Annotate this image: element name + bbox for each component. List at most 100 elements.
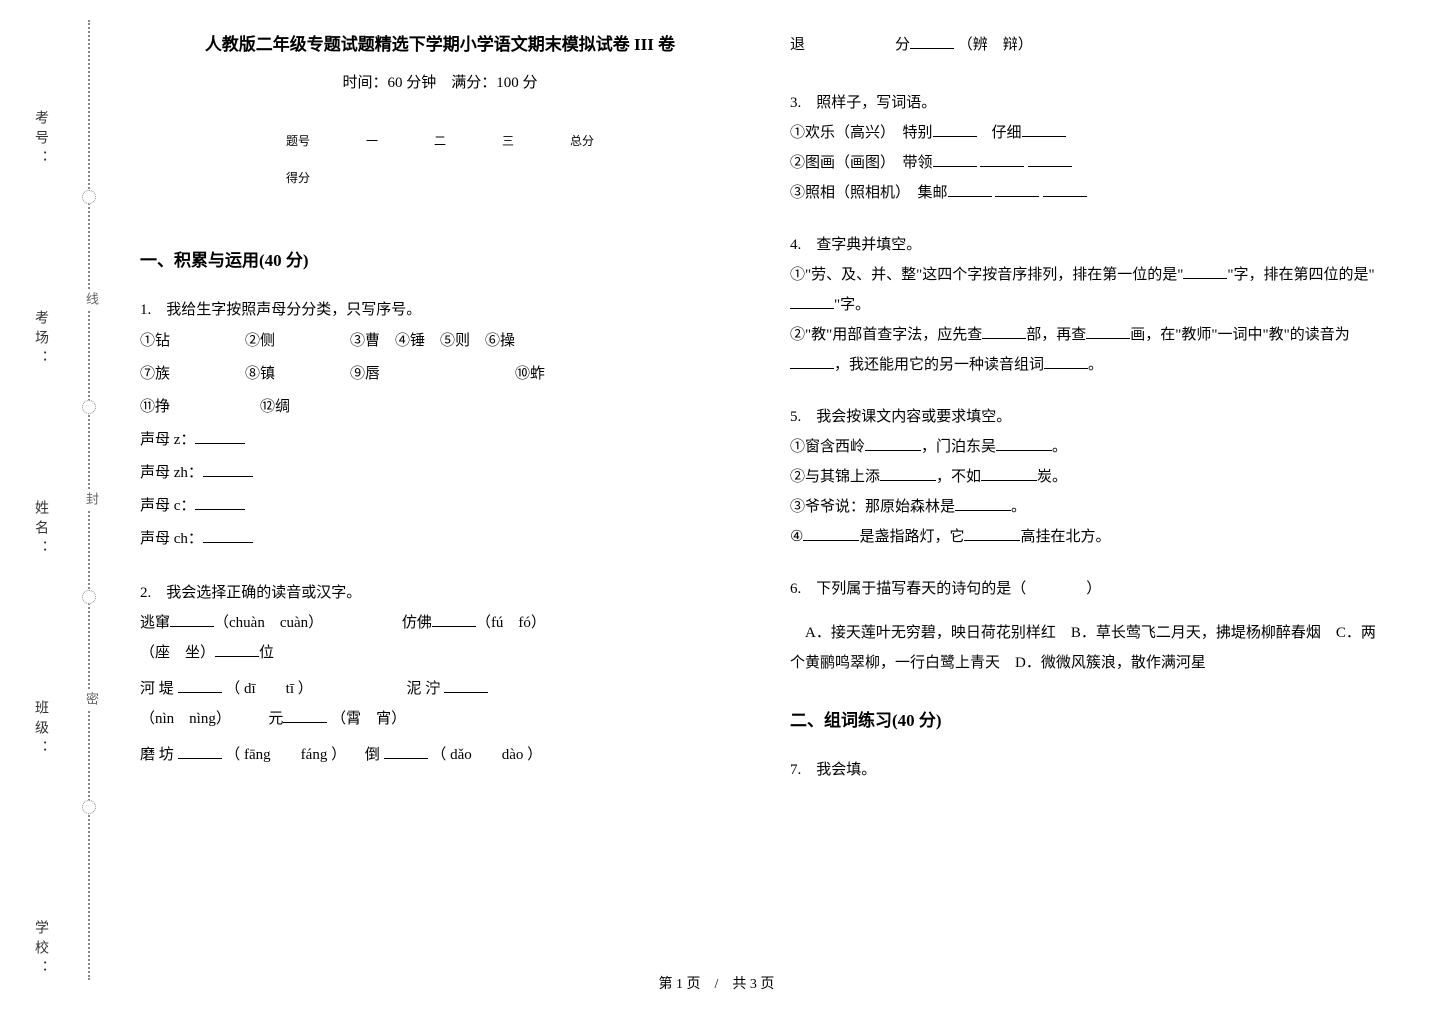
cell: 二 (406, 122, 474, 159)
q6-options: A．接天莲叶无穷碧，映日荷花别样红 B．草长莺飞二月天，拂堤杨柳醉春烟 C．两个… (790, 618, 1390, 678)
blank[interactable] (1043, 179, 1087, 197)
blank[interactable] (803, 523, 859, 541)
q7-prompt: 7. 我会填。 (790, 755, 1390, 785)
text: （座 坐） (140, 645, 215, 661)
text: 河 堤 (140, 681, 174, 697)
text: 。 (1052, 439, 1067, 455)
question-2: 2. 我会选择正确的读音或汉字。 逃窜（chuàn cuàn） 仿佛（fú fó… (140, 578, 740, 770)
text: 逃窜 (140, 615, 170, 631)
blank[interactable] (178, 741, 222, 759)
q1-items: ①钻 ②侧 ③曹 ④锤 ⑤则 ⑥操 ⑦族 ⑧镇 ⑨唇 ⑩蚱 ⑪挣 ⑫绸 声母 z… (140, 325, 740, 556)
q3-line2: ②图画（画图） 带领 (790, 148, 1390, 178)
label-exam-id: 考号： (30, 110, 50, 170)
q5-line1: ①窗含西岭 ，门泊东吴 。 (790, 432, 1390, 462)
seal-label-2: 封 (82, 490, 101, 511)
blank[interactable] (1183, 261, 1227, 279)
q4-line2: ②"教"用部首查字法，应先查部，再查画，在"教师"一词中"教"的读音为，我还能用… (790, 320, 1390, 380)
question-7: 7. 我会填。 (790, 755, 1390, 785)
text: ④ (790, 529, 803, 545)
blank[interactable] (982, 321, 1026, 339)
blank[interactable] (1086, 321, 1130, 339)
text: "字。 (834, 297, 870, 313)
blank[interactable] (995, 179, 1039, 197)
q1-line1: ①钻 ②侧 ③曹 ④锤 ⑤则 ⑥操 (140, 325, 740, 358)
cell (338, 159, 406, 196)
blank[interactable] (933, 149, 977, 167)
circle-mark (82, 400, 96, 414)
text: "字，排在第四位的是" (1227, 267, 1374, 283)
table-row: 题号 一 二 三 总分 (258, 122, 622, 159)
text: 。 (1088, 357, 1103, 373)
blank[interactable] (790, 351, 834, 369)
blank[interactable] (195, 492, 245, 510)
text: ①窗含西岭 (790, 439, 865, 455)
right-column: 退 分 （辨 辩） 3. 照样子，写词语。 ①欢乐（高兴） 特别 仔细 ②图画（… (790, 30, 1390, 807)
blank[interactable] (910, 31, 954, 49)
blank[interactable] (444, 675, 488, 693)
blank[interactable] (195, 426, 245, 444)
label: 声母 ch： (140, 531, 203, 547)
q1-sub1: 声母 z： (140, 424, 740, 457)
text: ，我还能用它的另一种读音组词 (834, 357, 1044, 373)
blank[interactable] (170, 609, 214, 627)
blank[interactable] (203, 459, 253, 477)
blank[interactable] (980, 149, 1024, 167)
blank[interactable] (203, 525, 253, 543)
main-content: 人教版二年级专题试题精选下学期小学语文期末模拟试卷 III 卷 时间：60 分钟… (140, 30, 1410, 807)
blank[interactable] (384, 741, 428, 759)
text: 元 (268, 711, 283, 727)
text: ，门泊东吴 (921, 439, 996, 455)
q1-sub4: 声母 ch： (140, 523, 740, 556)
text: ②"教"用部首查字法，应先查 (790, 327, 982, 343)
question-3: 3. 照样子，写词语。 ①欢乐（高兴） 特别 仔细 ②图画（画图） 带领 ③照相… (790, 88, 1390, 208)
blank[interactable] (178, 675, 222, 693)
blank[interactable] (283, 705, 327, 723)
text: 位 (259, 645, 274, 661)
q3-prompt: 3. 照样子，写词语。 (790, 88, 1390, 118)
exam-title: 人教版二年级专题试题精选下学期小学语文期末模拟试卷 III 卷 (140, 30, 740, 55)
blank[interactable] (880, 463, 936, 481)
text: （ dǎo dào ） (431, 747, 542, 763)
section2-header: 二、组词练习(40 分) (790, 706, 1390, 731)
question-6: 6. 下列属于描写春天的诗句的是（ ） A．接天莲叶无穷碧，映日荷花别样红 B．… (790, 574, 1390, 678)
text: （ fāng fáng ） (225, 747, 346, 763)
blank[interactable] (432, 609, 476, 627)
circle-mark (82, 190, 96, 204)
cell (474, 159, 542, 196)
text: 仿佛 (402, 615, 432, 631)
blank[interactable] (1044, 351, 1088, 369)
score-table: 题号 一 二 三 总分 得分 (258, 122, 622, 196)
q1-prompt: 1. 我给生字按照声母分分类，只写序号。 (140, 295, 740, 325)
label-school: 学校： (30, 920, 50, 980)
left-column: 人教版二年级专题试题精选下学期小学语文期末模拟试卷 III 卷 时间：60 分钟… (140, 30, 740, 807)
cell: 总分 (542, 122, 622, 159)
cell (406, 159, 474, 196)
text: （nìn nìng） (140, 711, 223, 727)
text: 倒 (365, 747, 380, 763)
question-5: 5. 我会按课文内容或要求填空。 ①窗含西岭，门泊东吴。 ②与其锦上添，不如炭。… (790, 402, 1390, 552)
blank[interactable] (215, 639, 259, 657)
blank[interactable] (996, 433, 1052, 451)
binding-margin: 考号： 考场： 姓名： 班级： 学校： 线 封 密 (0, 0, 120, 1011)
cell: 三 (474, 122, 542, 159)
blank[interactable] (1022, 119, 1066, 137)
blank[interactable] (790, 291, 834, 309)
section1-header: 一、积累与运用(40 分) (140, 246, 740, 271)
blank[interactable] (981, 463, 1037, 481)
blank[interactable] (955, 493, 1011, 511)
blank[interactable] (964, 523, 1020, 541)
q5-prompt: 5. 我会按课文内容或要求填空。 (790, 402, 1390, 432)
q2-line3: 磨 坊 （ fāng fáng ） 倒 （ dǎo dào ） (140, 740, 740, 770)
text: 仔细 (977, 125, 1022, 141)
text: 画，在"教师"一词中"教"的读音为 (1130, 327, 1350, 343)
text: 。 (1011, 499, 1026, 515)
q2-line4: 退 分 （辨 辩） (790, 30, 1390, 60)
q5-line2: ②与其锦上添，不如炭。 (790, 462, 1390, 492)
blank[interactable] (948, 179, 992, 197)
blank[interactable] (1028, 149, 1072, 167)
blank[interactable] (933, 119, 977, 137)
label-name: 姓名： (30, 500, 50, 560)
blank[interactable] (865, 433, 921, 451)
q1-sub3: 声母 c： (140, 490, 740, 523)
label-class: 班级： (30, 700, 50, 760)
